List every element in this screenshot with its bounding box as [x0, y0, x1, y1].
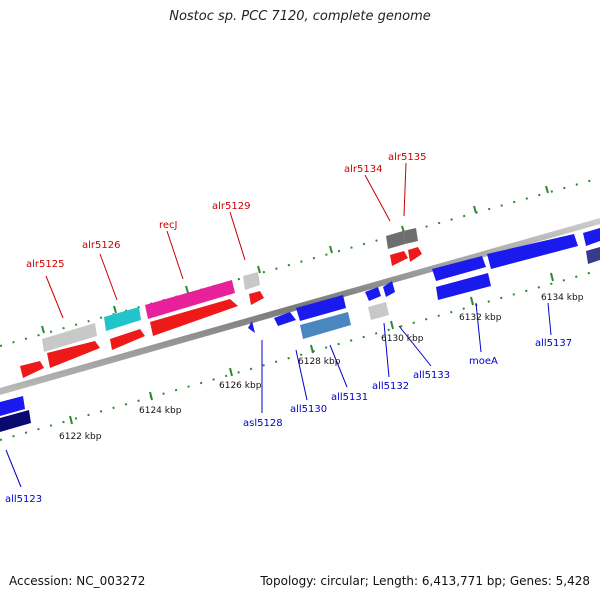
gene-all5131[interactable] — [300, 312, 351, 339]
gene-blue-long[interactable] — [487, 234, 578, 269]
gene-alr5135[interactable] — [408, 247, 422, 262]
label-leader-lines — [5, 162, 552, 488]
gene-label-recJ[interactable]: recJ — [159, 220, 178, 231]
gene-alr5134[interactable] — [390, 251, 408, 266]
gene-label-alr5129[interactable]: alr5129 — [212, 201, 250, 212]
gene-label-all5123[interactable]: all5123 — [5, 494, 42, 505]
gene-alr5125-b[interactable] — [47, 341, 100, 368]
gene-recJ[interactable] — [145, 280, 235, 319]
gene-label-alr5134[interactable]: alr5134 — [344, 164, 382, 175]
gene-label-all5130[interactable]: all5130 — [290, 404, 327, 415]
map-title: Nostoc sp. PCC 7120, complete genome — [169, 9, 431, 24]
gene-grey-4[interactable] — [368, 302, 389, 320]
gene-all5130-b[interactable] — [296, 295, 346, 321]
inner-tick-marks — [69, 272, 554, 425]
gene-all5132[interactable] — [365, 287, 381, 301]
gene-label-asl5128[interactable]: asl5128 — [243, 418, 283, 429]
gene-grey-2[interactable] — [386, 231, 405, 249]
gene-label-alr5126[interactable]: alr5126 — [82, 240, 120, 251]
gene-all5130[interactable] — [274, 312, 296, 326]
gene-all5137[interactable] — [583, 228, 600, 246]
tick-label: 6134 kbp — [541, 293, 584, 303]
forward-genes — [20, 228, 422, 378]
genome-info: Topology: circular; Length: 6,413,771 bp… — [260, 574, 590, 588]
gene-label-all5132[interactable]: all5132 — [372, 381, 409, 392]
tick-label: 6122 kbp — [59, 432, 102, 442]
gene-all5137-b[interactable] — [586, 247, 600, 264]
tick-label: 6132 kbp — [459, 313, 502, 323]
accession-label: Accession: NC_003272 — [9, 574, 146, 588]
gene-all5132-b[interactable] — [383, 281, 395, 297]
gene-asl5128[interactable] — [248, 321, 255, 333]
reverse-genes — [0, 228, 600, 432]
tick-label: 6124 kbp — [139, 406, 182, 416]
gene-red-long[interactable] — [150, 299, 238, 336]
outer-tick-marks — [41, 185, 549, 334]
gene-label-moeA[interactable]: moeA — [469, 356, 498, 367]
tick-labels: 6122 kbp 6124 kbp 6126 kbp 6128 kbp 6130… — [59, 293, 584, 442]
tick-label: 6126 kbp — [219, 381, 262, 391]
gene-label-all5137[interactable]: all5137 — [535, 338, 572, 349]
genome-backbone — [0, 218, 600, 395]
gene-grey-3[interactable] — [403, 228, 418, 244]
gene-label-alr5125[interactable]: alr5125 — [26, 259, 64, 270]
forward-gene-labels: alr5125 alr5126 recJ alr5129 alr5134 alr… — [26, 152, 426, 270]
gene-label-all5131[interactable]: all5131 — [331, 392, 368, 403]
gene-alr5129[interactable] — [243, 272, 260, 290]
gene-grey-1[interactable] — [42, 323, 97, 352]
gene-label-alr5135[interactable]: alr5135 — [388, 152, 426, 163]
gene-all5123[interactable] — [0, 396, 25, 416]
gene-alr5126[interactable] — [110, 329, 145, 350]
gene-all5123-b[interactable] — [0, 410, 31, 432]
gene-moeA[interactable] — [436, 273, 491, 300]
gene-alr5129-b[interactable] — [249, 291, 264, 305]
gene-cyan[interactable] — [104, 307, 141, 331]
tick-label: 6128 kbp — [298, 357, 341, 367]
gene-label-all5133[interactable]: all5133 — [413, 370, 450, 381]
gene-alr5125[interactable] — [20, 361, 44, 378]
gene-all5133[interactable] — [432, 256, 486, 281]
tick-label: 6130 kbp — [381, 334, 424, 344]
reverse-gene-labels: all5123 asl5128 all5130 all5131 all5132 … — [5, 338, 572, 505]
